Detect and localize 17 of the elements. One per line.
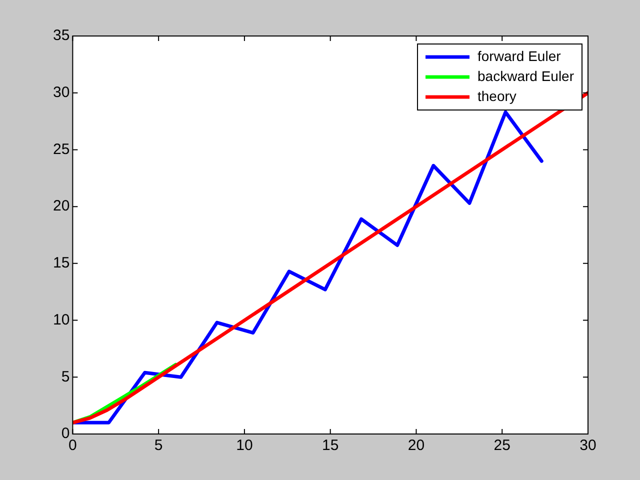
y-tick-label: 10 — [52, 311, 70, 328]
x-tick-label: 10 — [236, 437, 253, 454]
y-tick-label: 30 — [52, 84, 70, 101]
y-tick-label: 5 — [61, 368, 70, 386]
x-tick-label: 15 — [322, 437, 339, 454]
y-tick-label: 0 — [61, 425, 70, 442]
y-tick-label: 35 — [52, 27, 70, 44]
x-tick-label: 5 — [154, 437, 163, 454]
legend-label: theory — [478, 88, 516, 104]
x-tick-label: 30 — [580, 437, 596, 454]
legend-label: forward Euler — [478, 48, 562, 64]
y-tick-label: 15 — [52, 254, 70, 272]
x-tick-label: 25 — [494, 437, 510, 454]
x-tick-label: 20 — [408, 437, 425, 454]
y-tick-label: 25 — [52, 140, 70, 158]
legend-label: backward Euler — [478, 68, 574, 84]
y-tick-label: 20 — [52, 198, 70, 215]
